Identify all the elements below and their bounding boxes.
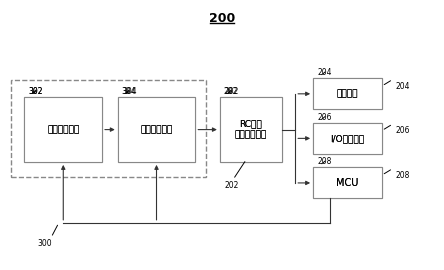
Text: I/O控制电路: I/O控制电路 xyxy=(330,134,365,143)
FancyBboxPatch shape xyxy=(118,97,195,162)
Text: 电压调节电路: 电压调节电路 xyxy=(140,125,173,134)
Text: 304: 304 xyxy=(121,87,136,96)
Text: 304: 304 xyxy=(122,87,137,96)
Text: 300: 300 xyxy=(38,239,52,248)
Text: 页缓冲器: 页缓冲器 xyxy=(337,89,358,98)
Text: 202: 202 xyxy=(224,87,238,96)
Text: 208: 208 xyxy=(395,171,409,180)
Text: I/O控制电路: I/O控制电路 xyxy=(330,134,365,143)
Text: RC网络
（电力总线）: RC网络 （电力总线） xyxy=(235,120,267,140)
Text: 温度补偿电路: 温度补偿电路 xyxy=(47,125,79,134)
FancyBboxPatch shape xyxy=(313,167,382,198)
FancyBboxPatch shape xyxy=(313,167,382,198)
Text: 204: 204 xyxy=(395,82,410,90)
Text: 302: 302 xyxy=(29,87,44,96)
FancyBboxPatch shape xyxy=(220,97,282,162)
Text: RC网络
（电力总线）: RC网络 （电力总线） xyxy=(235,120,267,140)
FancyBboxPatch shape xyxy=(313,123,382,154)
Text: 206: 206 xyxy=(317,113,332,122)
Text: MCU: MCU xyxy=(336,178,359,188)
Text: 206: 206 xyxy=(395,126,410,135)
FancyBboxPatch shape xyxy=(313,78,382,109)
FancyBboxPatch shape xyxy=(220,97,282,162)
FancyBboxPatch shape xyxy=(313,78,382,109)
Text: 204: 204 xyxy=(317,68,332,77)
Text: 202: 202 xyxy=(224,181,238,190)
FancyBboxPatch shape xyxy=(313,123,382,154)
Text: 208: 208 xyxy=(317,157,332,166)
Text: 200: 200 xyxy=(209,12,235,25)
FancyBboxPatch shape xyxy=(24,97,102,162)
Text: 页缓冲器: 页缓冲器 xyxy=(337,89,358,98)
Text: 电压调节电路: 电压调节电路 xyxy=(140,125,173,134)
Text: 温度补偿电路: 温度补偿电路 xyxy=(47,125,79,134)
Text: MCU: MCU xyxy=(336,178,359,188)
Text: 302: 302 xyxy=(28,87,43,96)
Text: 202: 202 xyxy=(223,87,238,96)
FancyBboxPatch shape xyxy=(24,97,102,162)
FancyBboxPatch shape xyxy=(118,97,195,162)
